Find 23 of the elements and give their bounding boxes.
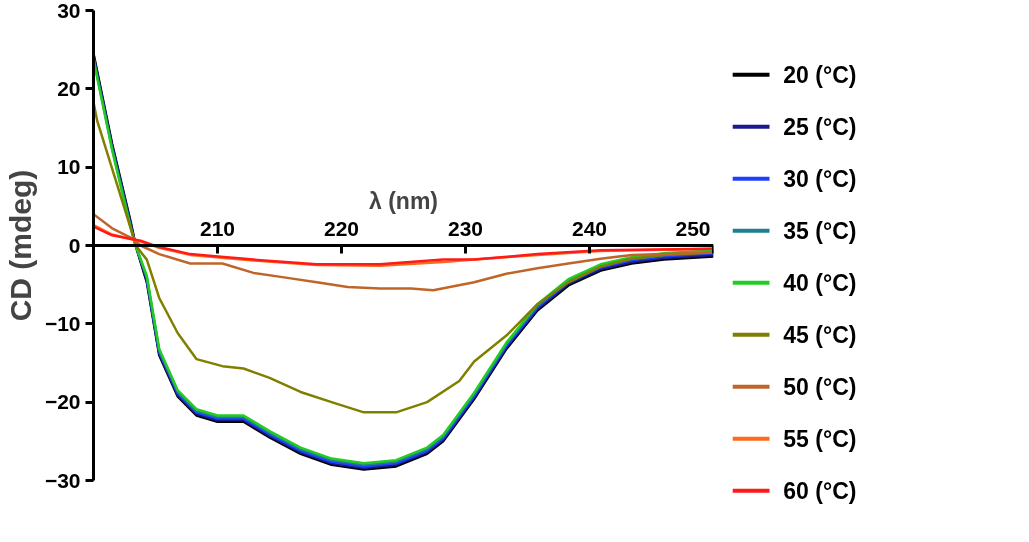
y-tick-label: −20 bbox=[44, 390, 81, 414]
legend-label: 35 (°C) bbox=[783, 217, 857, 244]
legend-label: 55 (°C) bbox=[783, 425, 857, 452]
x-tick-label: 220 bbox=[323, 216, 360, 240]
y-tick-label: 30 bbox=[57, 0, 81, 22]
y-tick-label: −10 bbox=[44, 311, 81, 335]
y-axis-title: CD (mdeg) bbox=[3, 169, 37, 322]
y-tick-label: −30 bbox=[44, 468, 81, 492]
legend-label: 45 (°C) bbox=[783, 321, 857, 348]
x-tick-label: 240 bbox=[571, 216, 608, 240]
y-tick-label: 10 bbox=[57, 155, 81, 179]
legend-label: 50 (°C) bbox=[783, 373, 857, 400]
x-tick-label: 250 bbox=[675, 216, 711, 240]
legend-label: 20 (°C) bbox=[783, 61, 857, 88]
x-tick-label: 210 bbox=[199, 216, 236, 240]
x-axis-title: λ (nm) bbox=[369, 187, 438, 214]
legend-label: 60 (°C) bbox=[783, 477, 857, 504]
y-tick-label: 20 bbox=[57, 76, 81, 100]
legend-label: 25 (°C) bbox=[783, 113, 857, 140]
x-tick-label: 230 bbox=[447, 216, 484, 240]
legend-label: 30 (°C) bbox=[783, 165, 857, 192]
legend-label: 40 (°C) bbox=[783, 269, 857, 296]
y-tick-label: 0 bbox=[68, 233, 81, 257]
